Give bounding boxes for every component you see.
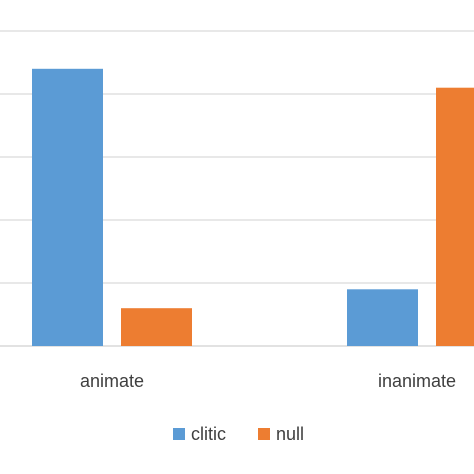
category-labels: animate inanimate bbox=[80, 371, 456, 391]
legend-swatch-null bbox=[258, 428, 270, 440]
bar-null-inanimate bbox=[436, 87, 474, 346]
category-label-inanimate: inanimate bbox=[378, 371, 456, 391]
legend: clitic null bbox=[173, 424, 304, 444]
category-label-animate: animate bbox=[80, 371, 144, 391]
legend-swatch-clitic bbox=[173, 428, 185, 440]
bar-null-animate bbox=[121, 308, 192, 346]
bar-clitic-inanimate bbox=[347, 289, 418, 346]
legend-label-clitic: clitic bbox=[191, 424, 226, 444]
bars bbox=[32, 68, 474, 347]
bar-clitic-animate bbox=[32, 68, 103, 347]
legend-label-null: null bbox=[276, 424, 304, 444]
